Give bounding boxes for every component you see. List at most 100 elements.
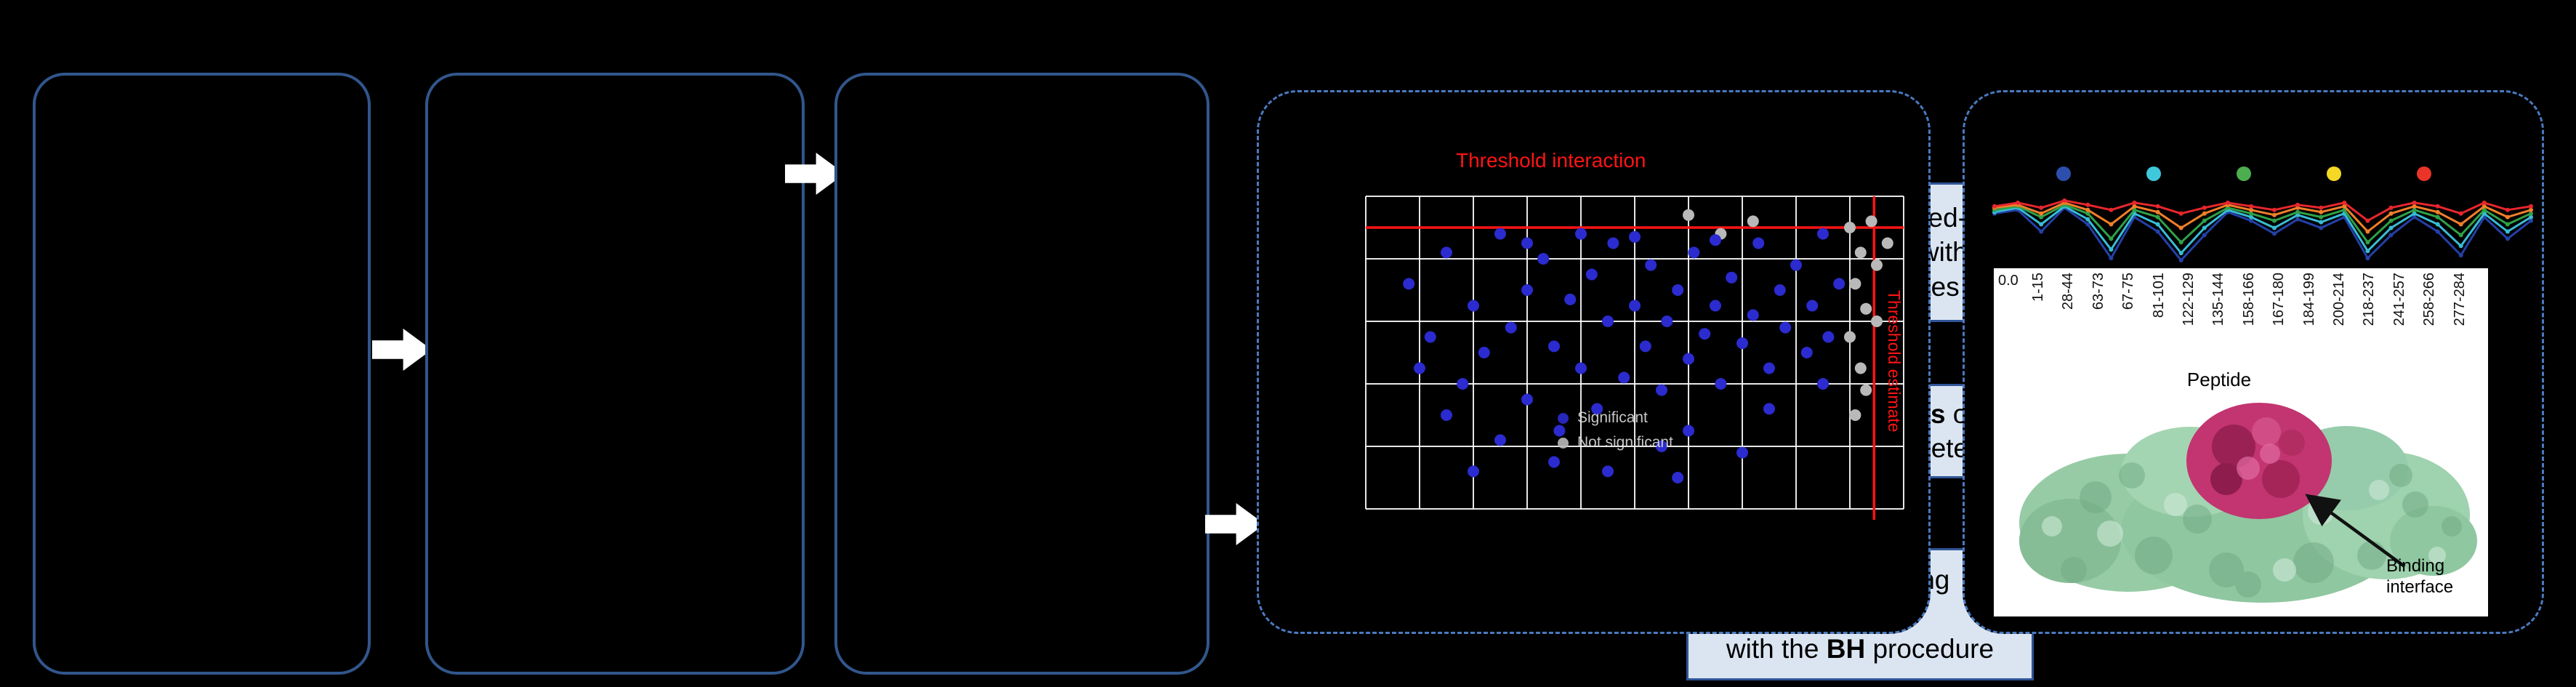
uptake-marker xyxy=(2178,251,2183,256)
peptide-tick-label: 200-214 xyxy=(2331,273,2347,326)
scatter-point-significant xyxy=(1817,378,1829,390)
uptake-marker xyxy=(2109,236,2114,241)
scatter-point-significant xyxy=(1602,316,1614,327)
scatter-title: Threshold interaction xyxy=(1456,149,1646,172)
scatter-point-nonsignificant xyxy=(1849,409,1861,421)
scatter-point-nonsignificant xyxy=(1860,384,1872,396)
scatter-point-nonsignificant xyxy=(1871,316,1883,327)
uptake-marker xyxy=(2458,244,2463,249)
uptake-marker xyxy=(2249,218,2253,223)
binding-interface-label: Binding interface xyxy=(2386,556,2454,597)
pipeline-box-input xyxy=(33,73,371,675)
uptake-marker xyxy=(2039,214,2044,220)
scatter-point-significant xyxy=(1774,284,1786,296)
scatter-point-nonsignificant xyxy=(1854,362,1867,374)
results-box-uptake: 0.0 1-15 28-44 63-73 67-75 81-101 122-129 135-… xyxy=(1963,90,2544,634)
uptake-marker xyxy=(2319,225,2324,230)
peptide-tick-label: 135-144 xyxy=(2210,273,2227,326)
uptake-marker xyxy=(2319,214,2324,220)
legend-dot-nonsignificant xyxy=(1558,437,1569,449)
uptake-marker xyxy=(2295,202,2301,207)
uptake-marker xyxy=(2016,200,2021,205)
uptake-marker xyxy=(2178,225,2183,230)
scatter-point-significant xyxy=(1505,321,1517,334)
timepoint-dot xyxy=(2327,166,2341,181)
uptake-marker xyxy=(2458,222,2463,227)
uptake-marker xyxy=(2202,218,2207,223)
scatter-point-significant xyxy=(1806,300,1819,312)
scatter-point-significant xyxy=(1656,441,1667,452)
uptake-marker xyxy=(2458,233,2463,238)
peptide-tick-label: 167-180 xyxy=(2271,273,2287,326)
timepoint-dot xyxy=(2056,166,2071,181)
scatter-point-significant xyxy=(1629,300,1641,312)
legend-row: Significant xyxy=(1558,409,1673,427)
uptake-marker xyxy=(2505,236,2510,241)
uptake-marker xyxy=(2109,247,2114,252)
peptide-tick-label: 218-237 xyxy=(2361,273,2378,326)
scatter-point-nonsignificant xyxy=(1871,259,1883,271)
scatter-point-significant xyxy=(1441,246,1452,259)
uptake-marker xyxy=(2085,222,2090,227)
scatter-point-significant xyxy=(1478,347,1490,358)
scatter-point-significant xyxy=(1672,284,1684,296)
uptake-marker xyxy=(2365,256,2370,261)
scatter-point-significant xyxy=(1424,331,1436,343)
scatter-point-significant xyxy=(1763,403,1775,415)
uptake-marker xyxy=(2039,229,2044,234)
uptake-marker xyxy=(2272,207,2277,212)
scatter-point-significant xyxy=(1575,362,1587,374)
uptake-marker xyxy=(2412,214,2417,220)
scatter-point-significant xyxy=(1763,362,1775,374)
scatter-point-significant xyxy=(1752,237,1765,249)
uptake-marker xyxy=(2342,200,2347,205)
binding-interface-arrow xyxy=(2305,494,2406,568)
protein-surface-green xyxy=(2019,426,2477,603)
legend-label: Not significant xyxy=(1577,434,1673,451)
scatter-point-significant xyxy=(1726,271,1738,284)
pipeline-box-csv: X CSV xyxy=(425,73,1184,675)
uptake-marker xyxy=(2202,225,2207,230)
uptake-marker xyxy=(2388,225,2394,230)
peptide-tick-label: 1-15 xyxy=(2030,273,2046,302)
scatter-point-significant xyxy=(1564,293,1577,305)
scatter-point-significant xyxy=(1403,278,1415,290)
scatter-point-significant xyxy=(1683,425,1694,437)
uptake-marker xyxy=(2412,200,2417,205)
scatter-point-significant xyxy=(1639,340,1651,353)
scatter-point-significant xyxy=(1710,234,1721,246)
uptake-marker xyxy=(2388,211,2394,216)
uptake-marker xyxy=(2085,217,2090,222)
uptake-marker xyxy=(2365,240,2370,245)
uptake-marker xyxy=(2505,229,2510,234)
uptake-marker xyxy=(2295,209,2301,214)
pipeline-box-statistics: Fit a linear mixed- effects model with R… xyxy=(834,73,2034,680)
uptake-marker xyxy=(2365,218,2370,223)
peptide-tick-label: 184-199 xyxy=(2301,273,2317,326)
timepoint-dot xyxy=(2237,166,2251,181)
scatter-point-significant xyxy=(1661,316,1673,327)
uptake-marker xyxy=(1992,204,1997,209)
timepoint-dot xyxy=(2417,166,2431,181)
peptide-tick-label: 122-129 xyxy=(2181,273,2197,326)
uptake-marker xyxy=(2178,240,2183,245)
uptake-marker xyxy=(2435,222,2440,227)
scatter-point-significant xyxy=(1602,465,1614,478)
uptake-marker xyxy=(2319,220,2324,225)
uptake-marker xyxy=(2109,256,2114,261)
peptide-tick-label: 258-266 xyxy=(2421,273,2438,326)
uptake-marker xyxy=(2132,204,2137,209)
scatter-point-significant xyxy=(1683,353,1694,365)
uptake-marker xyxy=(2482,200,2487,205)
uptake-marker xyxy=(2202,211,2207,216)
scatter-point-significant xyxy=(1833,278,1846,290)
uptake-marker xyxy=(2178,211,2183,216)
scatter-point-significant xyxy=(1699,328,1711,340)
uptake-marker xyxy=(2155,229,2160,234)
uptake-marker xyxy=(2272,225,2277,230)
uptake-marker xyxy=(2249,204,2253,209)
peptide-tick-label: 63-73 xyxy=(2090,273,2106,310)
scatter-point-significant xyxy=(1607,237,1619,249)
scatter-point-nonsignificant xyxy=(1683,209,1694,221)
